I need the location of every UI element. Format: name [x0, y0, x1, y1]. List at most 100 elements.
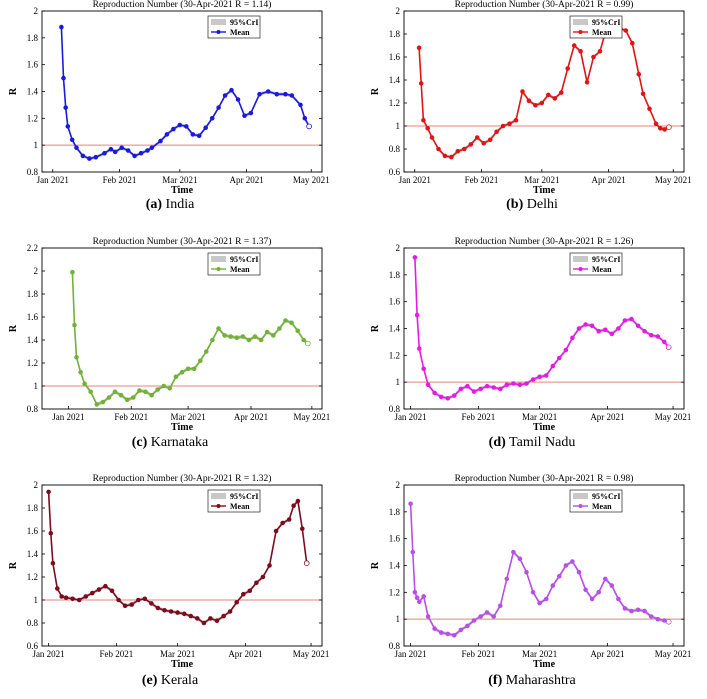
data-point — [418, 81, 424, 86]
data-point — [246, 337, 252, 343]
y-tick-label: 0.8 — [27, 404, 39, 414]
data-point — [195, 616, 200, 621]
x-tick-label: May 2021 — [655, 649, 692, 659]
data-point — [100, 399, 106, 405]
data-point — [214, 618, 220, 624]
data-point — [491, 614, 497, 619]
data-point — [642, 328, 647, 334]
data-point — [629, 40, 635, 46]
data-point — [661, 618, 667, 623]
x-tick-label: Apr 2021 — [234, 412, 268, 422]
x-tick-label: May 2021 — [293, 649, 330, 659]
data-point — [59, 594, 64, 599]
y-tick-label: 2 — [396, 6, 401, 16]
data-point — [498, 386, 503, 392]
x-tick-label: Feb 2021 — [462, 649, 496, 659]
data-point — [161, 383, 167, 389]
data-point — [474, 135, 480, 140]
legend-label-mean: Mean — [592, 28, 612, 37]
data-point — [229, 87, 234, 93]
data-point — [438, 394, 444, 400]
chart-title: Reproduction Number (30-Apr-2021 R = 1.3… — [93, 473, 272, 484]
y-tick-label: 1.8 — [389, 270, 401, 280]
data-point — [550, 363, 556, 369]
data-point — [498, 603, 503, 609]
data-point — [122, 603, 128, 609]
data-point — [242, 113, 247, 118]
panel-e: Reproduction Number (30-Apr-2021 R = 1.3… — [0, 473, 340, 699]
series-line — [71, 272, 309, 406]
data-point — [421, 117, 426, 123]
data-point — [603, 576, 608, 582]
legend-mean-marker — [216, 267, 221, 271]
data-point — [155, 387, 161, 392]
data-point — [524, 569, 529, 575]
data-point — [155, 605, 161, 611]
data-point — [484, 383, 490, 389]
chart-title: Reproduction Number (30-Apr-2021 R = 0.9… — [455, 0, 634, 10]
data-point — [87, 156, 92, 161]
data-point — [209, 116, 215, 121]
credible-band — [410, 502, 669, 638]
data-point — [616, 326, 621, 331]
legend-band-swatch — [211, 256, 226, 262]
y-tick-label: 1.8 — [27, 33, 39, 43]
data-point — [661, 339, 667, 345]
data-point — [609, 331, 615, 337]
data-point — [511, 381, 516, 386]
legend-band-swatch — [573, 493, 588, 499]
data-point — [596, 590, 602, 595]
data-point — [167, 386, 173, 391]
data-point — [63, 595, 69, 600]
x-axis-label: Time — [171, 659, 194, 670]
y-tick-label: 1 — [34, 595, 39, 605]
data-point — [102, 150, 107, 156]
caption-d-letter: (d) — [488, 435, 506, 450]
data-point — [445, 631, 451, 637]
data-point — [655, 616, 661, 622]
x-tick-label: Mar 2021 — [522, 649, 557, 659]
data-point — [235, 97, 241, 102]
data-point — [452, 633, 457, 638]
y-tick-label: 1.2 — [389, 350, 400, 360]
data-point — [414, 595, 420, 600]
data-point — [74, 145, 79, 151]
data-point — [241, 591, 246, 597]
data-point — [304, 340, 311, 347]
caption-b: (b) Delhi — [362, 197, 702, 213]
data-point — [543, 596, 549, 602]
data-point — [70, 269, 75, 275]
data-point — [412, 255, 418, 260]
legend-label-mean: Mean — [230, 28, 250, 37]
data-point — [191, 366, 197, 372]
data-point — [162, 608, 167, 613]
caption-f-letter: (f) — [488, 673, 503, 688]
data-point — [63, 105, 68, 110]
data-point — [537, 600, 542, 606]
data-point — [648, 614, 654, 619]
data-point — [173, 374, 179, 380]
chart-b: Reproduction Number (30-Apr-2021 R = 0.9… — [370, 0, 692, 196]
data-point — [533, 103, 538, 108]
y-tick-label: 1.2 — [27, 572, 38, 582]
y-tick-label: 1.8 — [389, 29, 401, 39]
data-point — [177, 122, 183, 128]
x-tick-label: Mar 2021 — [170, 412, 205, 422]
x-tick-label: Apr 2021 — [591, 175, 625, 185]
x-tick-label: Feb 2021 — [462, 412, 496, 422]
data-point — [158, 138, 163, 144]
data-point — [227, 609, 233, 614]
data-point — [88, 389, 93, 395]
y-axis-label: R — [8, 324, 19, 332]
data-point — [149, 145, 155, 151]
y-tick-label: 1.2 — [389, 98, 400, 108]
data-point — [455, 149, 461, 154]
panel-a: Reproduction Number (30-Apr-2021 R = 1.1… — [0, 0, 340, 225]
data-point — [164, 132, 170, 137]
y-tick-label: 2.2 — [27, 243, 38, 253]
data-point — [175, 610, 180, 615]
data-point — [484, 610, 490, 615]
data-point — [260, 574, 266, 580]
legend-band-swatch — [573, 19, 588, 25]
data-point — [412, 590, 418, 595]
